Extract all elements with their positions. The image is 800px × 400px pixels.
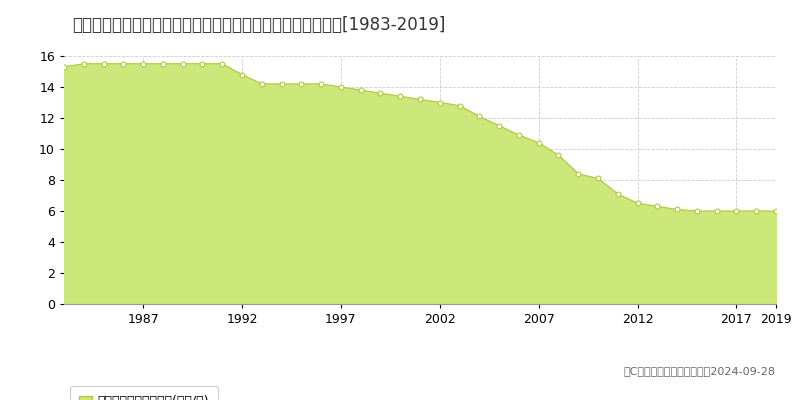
Legend: 基準地価　平均坂単価(万円/坂): 基準地価 平均坂単価(万円/坂) [70,386,218,400]
Text: （C）土地価格ドットコム　2024-09-28: （C）土地価格ドットコム 2024-09-28 [624,366,776,376]
Text: 北海道釧路市富士見３丁目７４番２６　基準地価　地価推移[1983-2019]: 北海道釧路市富士見３丁目７４番２６ 基準地価 地価推移[1983-2019] [72,16,446,34]
